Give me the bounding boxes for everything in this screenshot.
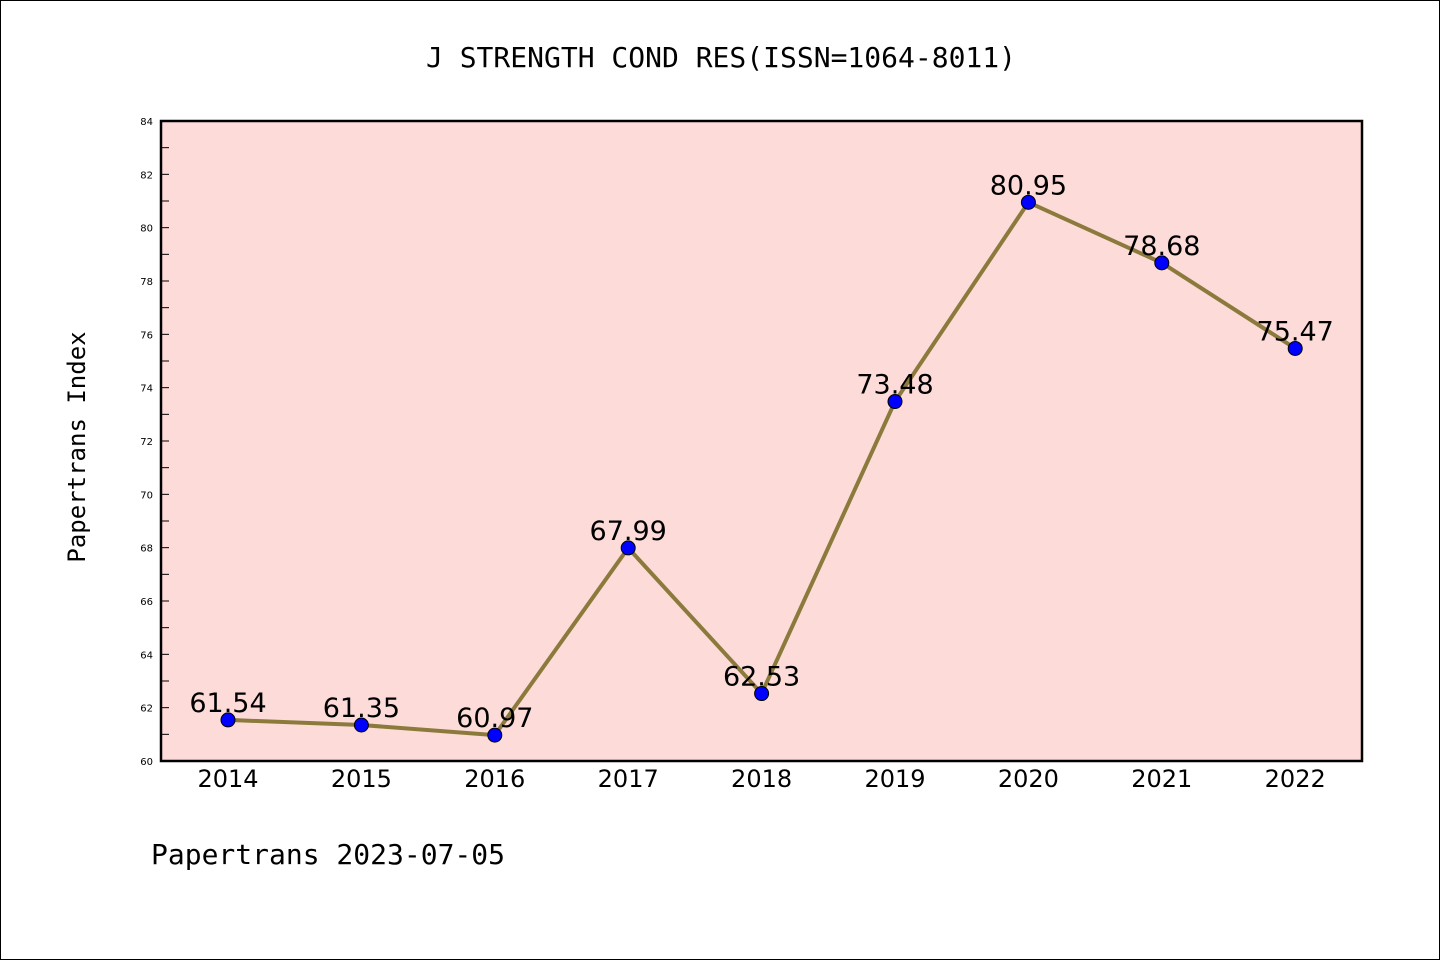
y-tick-label: 74 [140, 384, 153, 395]
data-point [887, 394, 903, 410]
x-axis: 2014 2015 2016 2017 2018 2019 2020 2021 2022 [197, 765, 1325, 793]
data-label: 67.99 [590, 516, 667, 547]
series-markers [220, 194, 1303, 743]
y-axis: 60 62 64 66 68 70 72 74 76 78 80 82 84 [140, 117, 169, 768]
y-tick-label: 66 [140, 597, 153, 608]
data-label: 61.54 [189, 688, 266, 719]
y-tick-label: 78 [140, 277, 153, 288]
y-tick-label: 68 [140, 544, 153, 555]
data-label: 61.35 [323, 693, 400, 724]
data-point [1287, 340, 1303, 356]
y-tick-label: 84 [140, 117, 153, 128]
x-tick-label: 2021 [1131, 765, 1192, 793]
y-tick-label: 76 [140, 330, 153, 341]
y-tick-label: 64 [140, 650, 153, 661]
y-tick-label: 82 [140, 170, 153, 181]
footer-source: Papertrans 2023-07-05 [151, 838, 505, 871]
plot-area [161, 121, 1362, 761]
data-point [620, 540, 636, 556]
y-tick-label: 80 [140, 224, 153, 235]
data-point [220, 712, 236, 728]
data-label: 75.47 [1257, 316, 1334, 347]
x-tick-label: 2016 [464, 765, 525, 793]
data-point [1154, 255, 1170, 271]
y-tick-label: 72 [140, 437, 153, 448]
data-label: 80.95 [990, 170, 1067, 201]
x-tick-label: 2018 [731, 765, 792, 793]
data-label: 78.68 [1123, 231, 1200, 262]
x-tick-label: 2017 [598, 765, 659, 793]
data-point [487, 727, 503, 743]
data-point [1020, 194, 1036, 210]
data-label: 60.97 [456, 703, 533, 734]
x-tick-label: 2020 [998, 765, 1059, 793]
y-tick-label: 62 [140, 704, 153, 715]
data-point [754, 686, 770, 702]
x-tick-label: 2019 [864, 765, 925, 793]
plot-border [159, 119, 1364, 763]
y-tick-label: 70 [140, 490, 153, 501]
x-tick-label: 2015 [331, 765, 392, 793]
y-axis-label: Papertrans Index [63, 331, 91, 562]
y-tick-label: 60 [140, 757, 153, 768]
x-tick-label: 2014 [197, 765, 258, 793]
data-labels: 61.54 61.35 60.97 67.99 62.53 73.48 80.95 78.68… [189, 170, 1333, 734]
x-tick-label: 2022 [1265, 765, 1326, 793]
data-label: 73.48 [856, 370, 933, 401]
data-point [353, 717, 369, 733]
data-label: 62.53 [723, 662, 800, 693]
chart-title: J STRENGTH COND RES(ISSN=1064-8011) [426, 41, 1016, 74]
